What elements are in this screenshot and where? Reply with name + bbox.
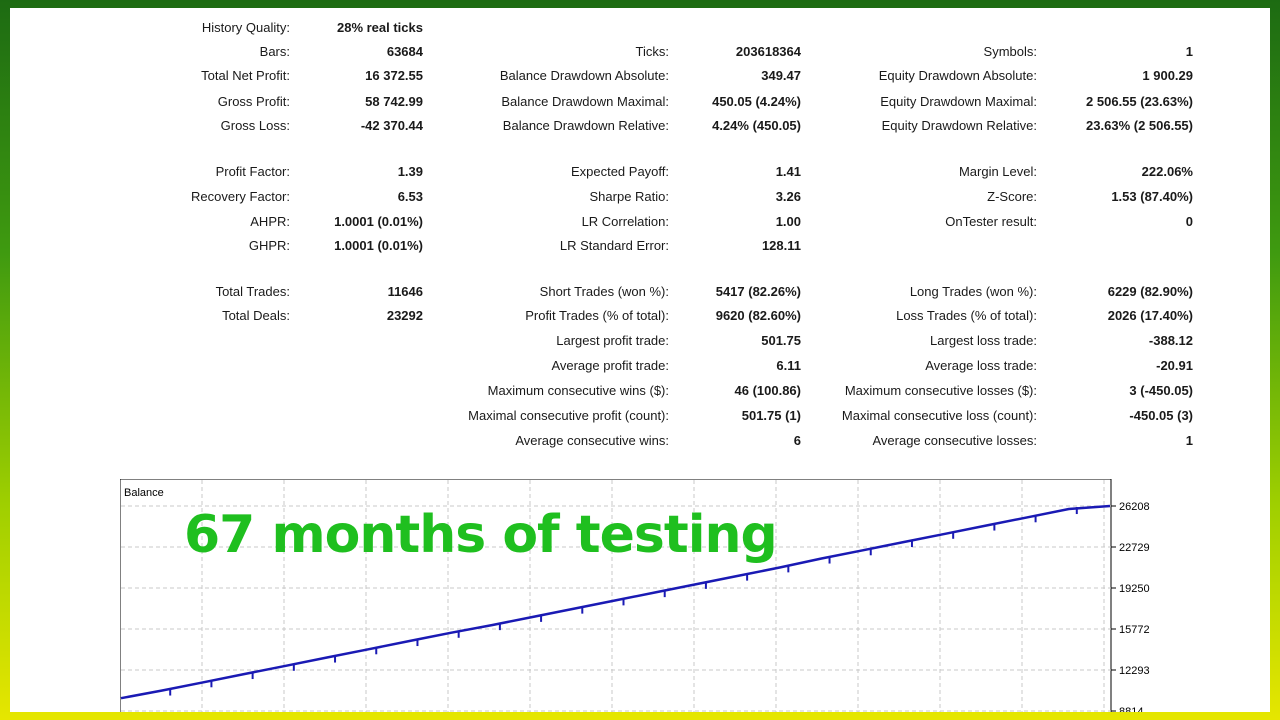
stat-value: 3.26 xyxy=(775,189,801,204)
stat-value: 1.0001 (0.01%) xyxy=(334,214,423,229)
stat-label: Recovery Factor: xyxy=(191,189,290,204)
stat-label: GHPR: xyxy=(248,238,290,253)
stat-value: 23.63% (2 506.55) xyxy=(1086,118,1193,133)
stat-label: Largest profit trade: xyxy=(556,333,669,348)
y-tick-label: 19250 xyxy=(1119,583,1150,595)
y-tick-label: 15772 xyxy=(1119,624,1150,636)
stat-value: 0 xyxy=(1185,214,1193,229)
stat-label: Loss Trades (% of total): xyxy=(896,308,1037,323)
stat-value: 1.53 (87.40%) xyxy=(1111,189,1193,204)
stat-label: Short Trades (won %): xyxy=(539,284,669,299)
stat-label: Ticks: xyxy=(635,44,669,59)
stat-label: Average consecutive wins: xyxy=(515,433,669,448)
stat-value: 1.0001 (0.01%) xyxy=(334,238,423,253)
stat-value: 4.24% (450.05) xyxy=(712,118,801,133)
stat-label: Balance Drawdown Absolute: xyxy=(499,68,669,83)
stat-value: 349.47 xyxy=(761,68,801,83)
stat-value: 501.75 xyxy=(761,333,801,348)
y-tick-label: 8814 xyxy=(1119,706,1143,712)
stat-label: Average loss trade: xyxy=(925,358,1037,373)
stat-value: -20.91 xyxy=(1156,358,1193,373)
stat-value: 128.11 xyxy=(761,238,801,253)
stat-value: 6 xyxy=(793,433,801,448)
stat-label: Z-Score: xyxy=(987,189,1037,204)
stat-value: 2 506.55 (23.63%) xyxy=(1086,94,1193,109)
stat-label: Total Deals: xyxy=(222,308,290,323)
balance-chart: Balance 26208 22729 19250 15772 12293 8814 xyxy=(119,478,1270,712)
stat-value: 1.00 xyxy=(775,214,801,229)
stat-value: 6.53 xyxy=(397,189,423,204)
stat-label: Equity Drawdown Relative: xyxy=(881,118,1037,133)
plot-area xyxy=(119,478,1112,712)
stat-value: -388.12 xyxy=(1148,333,1193,348)
stat-value: 450.05 (4.24%) xyxy=(712,94,801,109)
stat-label: Gross Loss: xyxy=(220,118,290,133)
stat-label: Profit Trades (% of total): xyxy=(525,308,669,323)
stat-value: 501.75 (1) xyxy=(741,408,801,423)
stat-label: Gross Profit: xyxy=(217,94,290,109)
stat-value: 6.11 xyxy=(776,358,801,373)
stat-label: Maximal consecutive loss (count): xyxy=(841,408,1037,423)
stat-label: Margin Level: xyxy=(958,164,1037,179)
stat-value: 1 900.29 xyxy=(1142,68,1193,83)
stat-value: 58 742.99 xyxy=(365,94,423,109)
stat-label: Maximum consecutive wins ($): xyxy=(487,383,669,398)
stat-label: Equity Drawdown Absolute: xyxy=(878,68,1037,83)
stat-label: Total Net Profit: xyxy=(201,68,290,83)
stat-value: 1 xyxy=(1185,433,1193,448)
stat-label: Balance Drawdown Relative: xyxy=(502,118,669,133)
stat-label: Maximal consecutive profit (count): xyxy=(468,408,669,423)
stat-label: Average consecutive losses: xyxy=(872,433,1037,448)
stat-label: Expected Payoff: xyxy=(570,164,669,179)
balance-chart-svg: Balance 26208 22729 19250 15772 12293 8814 xyxy=(119,478,1150,712)
stat-label: Largest loss trade: xyxy=(930,333,1037,348)
stat-value: 23292 xyxy=(386,308,423,323)
stat-label: Symbols: xyxy=(983,44,1037,59)
overlay-caption: 67 months of testing xyxy=(184,505,778,565)
stat-label: Equity Drawdown Maximal: xyxy=(880,94,1037,109)
stat-value: 5417 (82.26%) xyxy=(715,284,801,299)
stat-label: OnTester result: xyxy=(945,214,1037,229)
report-panel: History Quality: 28% real ticks Bars: 63684… xyxy=(10,8,1270,712)
stat-value: 28% real ticks xyxy=(336,20,423,35)
stat-label: AHPR: xyxy=(250,214,290,229)
chart-title: Balance xyxy=(124,487,164,499)
stat-label: LR Correlation: xyxy=(581,214,669,229)
stat-label: Total Trades: xyxy=(215,284,290,299)
balance-line xyxy=(120,504,1111,700)
stat-value: 1.39 xyxy=(397,164,423,179)
y-tick-label: 26208 xyxy=(1119,501,1150,513)
stat-value: 9620 (82.60%) xyxy=(715,308,801,323)
stat-value: 2026 (17.40%) xyxy=(1107,308,1193,323)
stat-value: 222.06% xyxy=(1141,164,1193,179)
stat-value: -42 370.44 xyxy=(360,118,423,133)
stat-value: 16 372.55 xyxy=(365,68,423,83)
stat-label: Long Trades (won %): xyxy=(909,284,1037,299)
stat-label: Profit Factor: xyxy=(215,164,290,179)
stat-label: Balance Drawdown Maximal: xyxy=(501,94,669,109)
y-tick-label: 12293 xyxy=(1119,665,1150,677)
stat-label: Bars: xyxy=(259,44,290,59)
stat-value: -450.05 (3) xyxy=(1129,408,1193,423)
stat-value: 203618364 xyxy=(735,44,801,59)
stat-value: 1.41 xyxy=(775,164,801,179)
stat-value: 1 xyxy=(1185,44,1193,59)
stat-value: 11646 xyxy=(387,284,423,299)
stat-value: 63684 xyxy=(386,44,423,59)
stat-label: LR Standard Error: xyxy=(559,238,669,253)
stat-label: Maximum consecutive losses ($): xyxy=(844,383,1037,398)
y-tick-label: 22729 xyxy=(1119,542,1150,554)
stat-value: 46 (100.86) xyxy=(734,383,802,398)
stat-value: 6229 (82.90%) xyxy=(1107,284,1193,299)
stat-label: Average profit trade: xyxy=(551,358,669,373)
stat-value: 3 (-450.05) xyxy=(1129,383,1193,398)
stat-label: History Quality: xyxy=(201,20,290,35)
stat-label: Sharpe Ratio: xyxy=(589,189,670,204)
